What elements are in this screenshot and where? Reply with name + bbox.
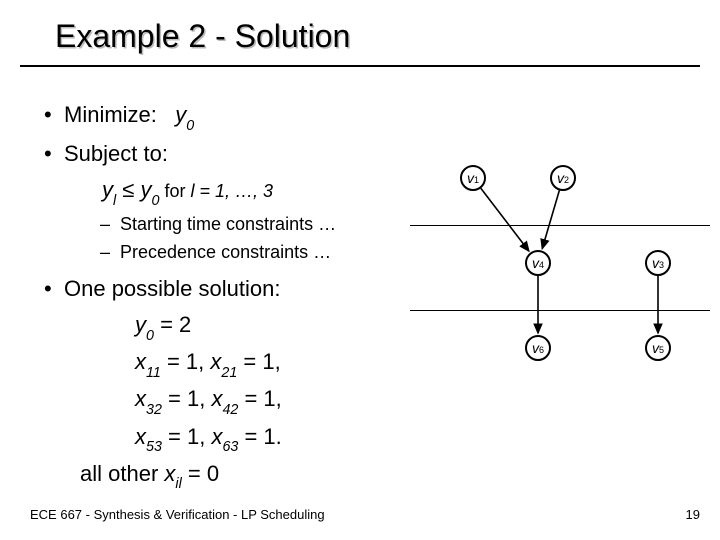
sol1-eq: = 2 [154, 312, 191, 337]
for-text: for [159, 181, 190, 201]
footer-text: ECE 667 - Synthesis & Verification - LP … [30, 507, 325, 522]
bullet-subject-to: Subject to: [40, 138, 410, 170]
yl-sub: l [113, 193, 116, 209]
sol2-x1: x [135, 349, 146, 374]
sol3-e2: = 1, [238, 386, 281, 411]
sol-line-4: x53 = 1, x63 = 1. [135, 421, 410, 456]
sol3-x1: x [135, 386, 146, 411]
bullet-start-constraints: Starting time constraints … [100, 211, 410, 237]
sol4-s2: 63 [222, 439, 238, 455]
sol3-e1: = 1, [162, 386, 212, 411]
sol-line-3: x32 = 1, x42 = 1, [135, 383, 410, 418]
page-number: 19 [686, 507, 700, 522]
row-divider-1 [410, 225, 710, 226]
sol5-x: x [164, 461, 175, 486]
sol1-y: y [135, 312, 146, 337]
node-v3: v3 [645, 250, 671, 276]
title-underline [20, 65, 700, 67]
sol2-s2: 21 [221, 365, 237, 381]
sol2-e2: = 1, [237, 349, 280, 374]
sol-line-1: y0 = 2 [135, 309, 410, 344]
slide-title: Example 2 - Solution [55, 18, 350, 55]
yl-y: y [102, 177, 113, 202]
sol2-e1: = 1, [161, 349, 211, 374]
sol3-x2: x [211, 386, 222, 411]
row-divider-2 [410, 310, 710, 311]
bullet-minimize: Minimize: y0 [40, 99, 410, 134]
range-text: l = 1, …, 3 [190, 181, 273, 201]
minimize-sub: 0 [186, 118, 194, 134]
node-v6: v6 [525, 335, 551, 361]
node-v2: v2 [550, 165, 576, 191]
sol4-s1: 53 [146, 439, 162, 455]
sol4-x2: x [211, 424, 222, 449]
sol-line-2: x11 = 1, x21 = 1, [135, 346, 410, 381]
sol2-s1: 11 [146, 365, 161, 381]
edge-v1-v4 [481, 188, 529, 251]
node-v1: v1 [460, 165, 486, 191]
sol5-sub: il [175, 476, 181, 492]
bullet-one-possible: One possible solution: [40, 273, 410, 305]
bullet-precedence-constraints: Precedence constraints … [100, 239, 410, 265]
dag-diagram: v1 v2 v4 v3 v6 v5 [420, 165, 700, 425]
sol2-x2: x [210, 349, 221, 374]
sol3-s1: 32 [146, 402, 162, 418]
sol5-eq: = 0 [182, 461, 219, 486]
y0-y: y [141, 177, 152, 202]
y0-sub: 0 [152, 193, 160, 209]
sol4-e2: = 1. [238, 424, 281, 449]
content-area: Minimize: y0 Subject to: yl ≤ y0 for l =… [40, 95, 410, 495]
le-sym: ≤ [116, 177, 140, 202]
sol4-x1: x [135, 424, 146, 449]
sol5-pre: all other [80, 461, 164, 486]
sol3-s2: 42 [222, 402, 238, 418]
minimize-var: y [175, 102, 186, 127]
sol-line-5: all other xil = 0 [80, 458, 410, 493]
edge-v2-v4 [542, 190, 559, 248]
sol1-sub: 0 [146, 328, 154, 344]
node-v4: v4 [525, 250, 551, 276]
constraint-line: yl ≤ y0 for l = 1, …, 3 [102, 174, 410, 209]
minimize-label: Minimize: [64, 102, 157, 127]
sol4-e1: = 1, [162, 424, 212, 449]
node-v5: v5 [645, 335, 671, 361]
dag-edges-svg [420, 165, 720, 425]
slide: Example 2 - Solution Minimize: y0 Subjec… [0, 0, 720, 540]
